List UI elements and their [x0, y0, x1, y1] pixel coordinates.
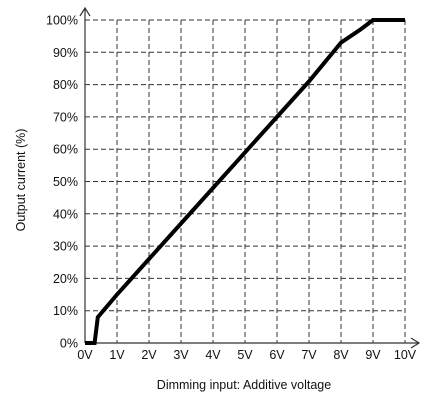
y-tick-label: 50% [53, 175, 78, 189]
y-tick-label: 90% [53, 46, 78, 60]
x-tick-label: 4V [205, 348, 221, 362]
y-tick-label: 80% [53, 78, 78, 92]
x-tick-label: 1V [109, 348, 125, 362]
y-tick-label: 100% [46, 14, 78, 28]
x-tick-label: 8V [333, 348, 349, 362]
axes [79, 6, 421, 349]
y-tick-label: 20% [53, 272, 78, 286]
grid [85, 19, 406, 343]
x-tick-label: 6V [269, 348, 285, 362]
y-axis-title: Output current (%) [14, 129, 28, 232]
series [85, 18, 405, 345]
x-axis-arrow [410, 337, 421, 349]
x-tick-label: 7V [301, 348, 317, 362]
y-axis-arrow [79, 6, 91, 17]
y-tick-label: 30% [53, 240, 78, 254]
x-axis-title: Dimming input: Additive voltage [157, 378, 331, 392]
x-tick-labels: 0V 1V 2V 3V 4V 5V 6V 7V 8V 9V 10V [77, 348, 416, 362]
x-tick-label: 9V [365, 348, 381, 362]
x-tick-label: 2V [141, 348, 157, 362]
series-line [85, 18, 405, 345]
y-tick-label: 40% [53, 207, 78, 221]
y-tick-labels: 0% 10% 20% 30% 40% 50% 60% 70% 80% 90% 100% [46, 14, 78, 351]
y-tick-label: 10% [53, 304, 78, 318]
x-tick-label: 5V [237, 348, 253, 362]
x-tick-label: 3V [173, 348, 189, 362]
x-tick-label: 10V [394, 348, 417, 362]
x-tick-label: 0V [77, 348, 93, 362]
y-tick-label: 60% [53, 143, 78, 157]
y-tick-label: 0% [60, 337, 78, 351]
y-tick-label: 70% [53, 110, 78, 124]
